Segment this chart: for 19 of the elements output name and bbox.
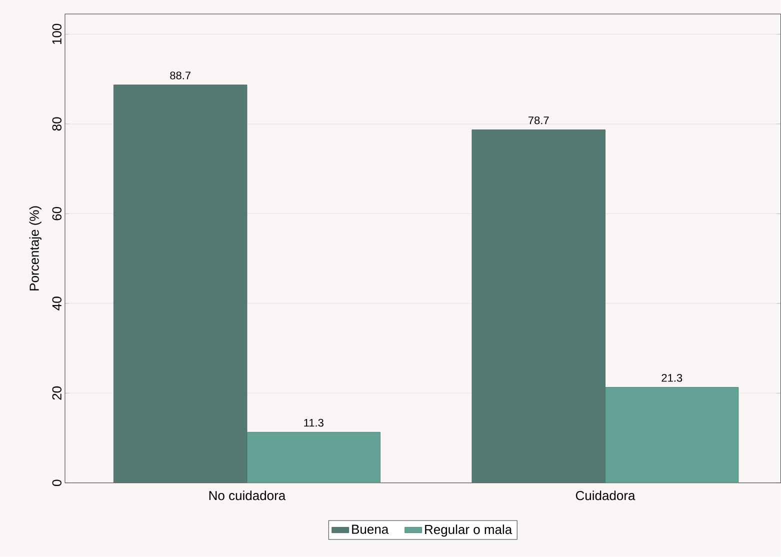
legend-label: Buena bbox=[352, 524, 389, 534]
data-label: 11.3 bbox=[304, 418, 324, 427]
y-tick-label: 80 bbox=[52, 117, 62, 131]
data-label: 78.7 bbox=[528, 116, 549, 124]
bar bbox=[114, 84, 248, 483]
y-tick-label: 0 bbox=[52, 480, 62, 486]
x-tick-label: Cuidadora bbox=[576, 490, 636, 500]
x-tick-label: No cuidadora bbox=[209, 490, 286, 500]
bar bbox=[246, 432, 380, 483]
bar bbox=[472, 130, 606, 483]
legend-label: Regular o mala bbox=[425, 524, 512, 537]
y-axis-title: Porcentaje (%) bbox=[29, 206, 42, 290]
data-label: 21.3 bbox=[662, 374, 682, 382]
y-tick-label: 20 bbox=[52, 386, 62, 400]
bar bbox=[605, 387, 739, 483]
data-label: 88.7 bbox=[170, 72, 190, 80]
y-tick-label: 100 bbox=[52, 24, 62, 44]
y-tick-label: 60 bbox=[52, 207, 62, 220]
y-tick-label: 40 bbox=[52, 296, 62, 310]
